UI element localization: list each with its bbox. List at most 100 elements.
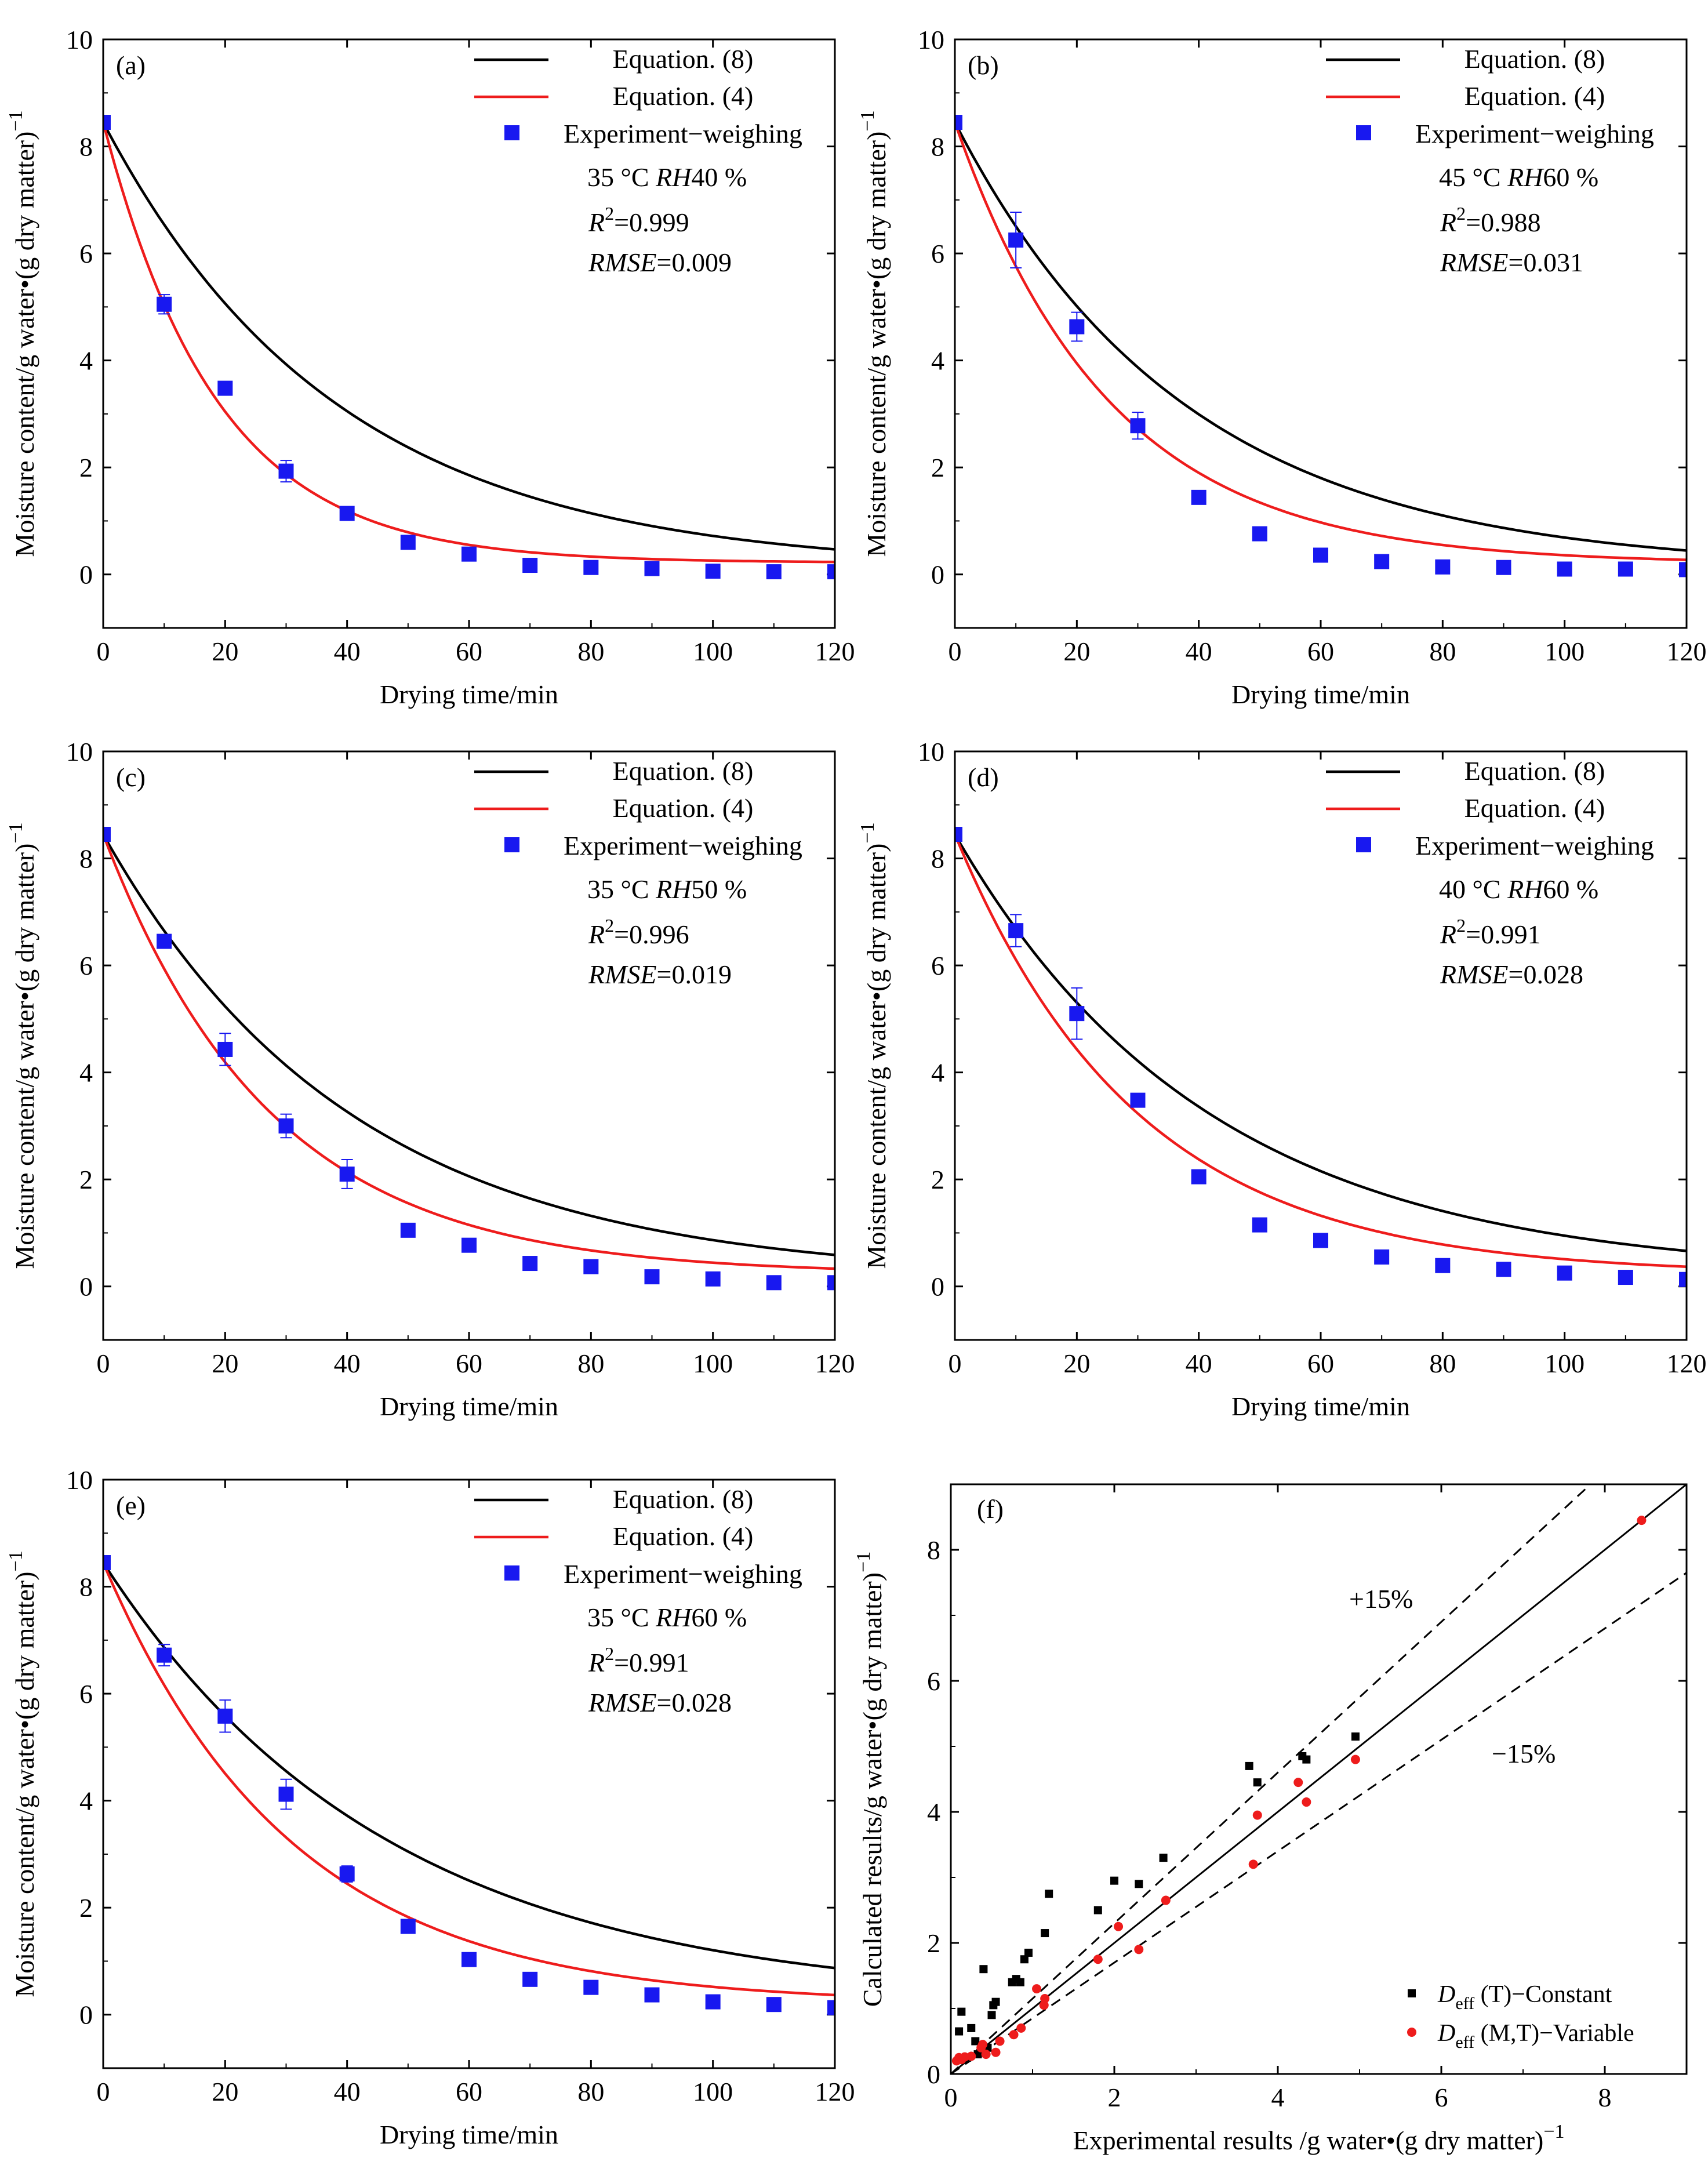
constant-point: [1245, 1761, 1253, 1770]
x-tick-label: 40: [334, 637, 361, 666]
y-tick-label: 0: [79, 560, 93, 590]
experiment-point: [766, 564, 782, 580]
experiment-point: [461, 1237, 477, 1253]
y-axis-label-sup: −1: [5, 822, 27, 843]
rmse-text: RMSE=0.009: [588, 248, 732, 277]
experiment-point: [827, 564, 835, 580]
experiment-point: [1252, 1217, 1267, 1233]
x-tick-label: 20: [1063, 1349, 1090, 1378]
experiment-point: [1557, 1265, 1572, 1281]
y-tick-label: 4: [79, 1058, 93, 1088]
rmse-equals: =: [1509, 248, 1524, 277]
experiment-point: [583, 1259, 599, 1274]
y-axis-label: Calculated results/g water•(g dry matter…: [853, 1552, 887, 2007]
experiment-point: [103, 827, 111, 842]
r2-equals: =: [614, 920, 629, 949]
y-tick-label: 4: [79, 346, 93, 376]
legend-label: Equation. (4): [1464, 81, 1605, 111]
x-tick-label: 20: [212, 1349, 238, 1378]
plot-frame: [102, 1478, 836, 2069]
condition-rh-label: RH: [655, 874, 693, 904]
x-tick-label: 80: [1429, 1349, 1456, 1378]
r2-text: R2=0.988: [1440, 203, 1541, 237]
condition-rh-value: 40 %: [691, 162, 747, 192]
x-tick-label: 120: [815, 1349, 855, 1378]
experiment-point: [400, 1222, 416, 1238]
x-tick-label: 60: [456, 637, 482, 666]
x-tick-label: 60: [456, 2077, 482, 2106]
experiment-point: [400, 1919, 416, 1934]
x-tick-label: 0: [97, 2077, 110, 2106]
r2-equals: =: [1466, 208, 1481, 237]
experiment-point: [1557, 561, 1572, 577]
x-tick-label: 80: [577, 637, 604, 666]
r2-value: 0.988: [1481, 208, 1541, 237]
chart-panel-d: 0 20 40 60 80 100 120 0 2 4 6 8 10 Drying time/min Moi…: [857, 737, 1707, 1421]
x-axis-label-text: Drying time/min: [1231, 1392, 1410, 1421]
y-axis-label-text: Moisture content/g water•(g dry matter): [10, 132, 39, 557]
legend-label: Equation. (8): [1464, 44, 1605, 74]
x-tick-label: 120: [1667, 637, 1707, 666]
experiment-point: [827, 1275, 835, 1291]
x-tick-label: 0: [97, 1349, 110, 1378]
experiment-point: [278, 1118, 294, 1134]
condition-rh-label: RH: [1507, 874, 1545, 904]
experiment-point: [766, 1997, 782, 2012]
experiment-point: [955, 115, 962, 130]
y-axis-label-sup: −1: [853, 1552, 874, 1572]
rmse-value: 0.031: [1523, 248, 1583, 277]
x-axis-label: Drying time/min: [1231, 680, 1410, 709]
r2-equals: =: [614, 208, 629, 237]
x-tick-label: 40: [334, 1349, 361, 1378]
experiment-point: [1130, 418, 1146, 434]
y-axis-label: Moisture content/g water•(g dry matter)−…: [5, 1550, 39, 1997]
x-tick-label: 80: [1429, 637, 1456, 666]
y-tick-label: 2: [931, 1165, 944, 1194]
y-tick-label: 8: [79, 132, 93, 162]
y-tick-label: 8: [927, 1535, 940, 1565]
variable-point: [1293, 1778, 1303, 1788]
experiment-point: [278, 1786, 294, 1802]
experiment-point: [644, 1269, 660, 1285]
x-tick-label: 60: [1307, 1349, 1334, 1378]
x-tick-label: 100: [693, 637, 733, 666]
minus-15-line: [951, 1572, 1687, 2074]
experiment-point: [339, 506, 355, 521]
x-tick-label: 60: [456, 1349, 482, 1378]
x-tick-label: 40: [1186, 1349, 1212, 1378]
r2-symbol: R: [588, 208, 605, 237]
variable-point: [1248, 1859, 1258, 1869]
experiment-point: [705, 1994, 721, 2010]
experiment-point: [644, 1987, 660, 2003]
plus-15-line: [951, 1484, 1592, 2074]
constant-point: [991, 1997, 1000, 2006]
y-tick-label: 2: [79, 1165, 93, 1194]
y-axis-label-sup: −1: [857, 110, 878, 131]
constant-point: [1351, 1732, 1360, 1741]
experiment-point: [1435, 559, 1451, 575]
experiment-point: [278, 463, 294, 479]
variable-point: [1114, 1921, 1124, 1931]
y-tick-label: 8: [79, 844, 93, 874]
y-tick-label: 6: [79, 951, 93, 980]
experiment-point: [1496, 560, 1511, 575]
experiment-point: [1191, 489, 1206, 505]
condition-rh-value: 60 %: [1543, 162, 1598, 192]
legend-label: Experiment−weighing: [1415, 119, 1654, 148]
rmse-value: 0.019: [671, 960, 732, 989]
y-tick-label: 4: [79, 1786, 93, 1816]
experiment-point: [1313, 1233, 1328, 1248]
legend-label: Deff (M,T)−Variable: [1437, 2020, 1634, 2052]
rmse-symbol: RMSE: [588, 248, 657, 277]
constant-point: [1041, 1929, 1049, 1938]
legend-marker-constant: [1408, 1989, 1416, 1997]
y-tick-label: 6: [79, 239, 93, 268]
y-axis-label-text: Moisture content/g water•(g dry matter): [10, 844, 39, 1269]
constant-point: [1302, 1755, 1311, 1764]
x-tick-label: 100: [693, 1349, 733, 1378]
experiment-point: [1679, 1272, 1687, 1287]
experiment-point: [1008, 923, 1024, 939]
variable-point: [977, 2040, 987, 2050]
r2-equals: =: [614, 1648, 629, 1677]
y-axis-label: Moisture content/g water•(g dry matter)−…: [857, 110, 891, 557]
